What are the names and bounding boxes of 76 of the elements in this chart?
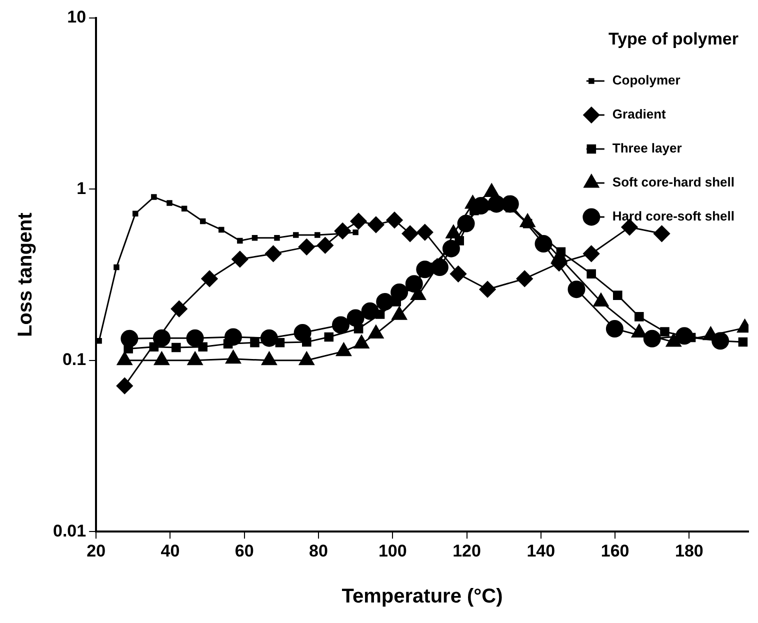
- point: [201, 270, 218, 287]
- point: [386, 212, 403, 228]
- y-tick-label: 0.1: [62, 350, 86, 370]
- x-tick-label: 120: [452, 541, 481, 560]
- point: [316, 237, 334, 254]
- point: [223, 339, 233, 348]
- point: [738, 337, 748, 347]
- point: [350, 212, 367, 230]
- point: [237, 238, 243, 244]
- x-axis-title: Temperature (°C): [342, 586, 503, 608]
- point: [402, 225, 418, 242]
- point: [660, 327, 670, 336]
- point: [450, 266, 466, 282]
- point: [375, 310, 385, 319]
- point: [324, 332, 334, 342]
- point: [200, 218, 206, 224]
- point: [172, 342, 181, 352]
- point: [586, 269, 596, 279]
- point: [454, 236, 464, 246]
- point: [166, 200, 172, 206]
- point: [293, 232, 299, 238]
- y-axis-title: Loss tangent: [14, 212, 37, 338]
- legend-label: Copolymer: [612, 72, 680, 88]
- point: [114, 264, 120, 270]
- point: [606, 320, 624, 338]
- legend-label: Gradient: [612, 106, 667, 122]
- point: [132, 210, 138, 216]
- point: [298, 238, 315, 256]
- x-tick-label: 60: [234, 541, 254, 560]
- point: [479, 281, 496, 298]
- point: [556, 247, 566, 257]
- point: [583, 245, 600, 262]
- x-tick-label: 20: [86, 541, 106, 560]
- legend-label: Soft core-hard shell: [612, 174, 734, 190]
- point: [368, 216, 384, 233]
- point: [516, 270, 533, 287]
- legend-title: Type of polymer: [608, 30, 739, 49]
- x-tick-label: 180: [675, 541, 704, 560]
- legend-label: Three layer: [612, 140, 682, 156]
- point: [354, 324, 364, 334]
- point: [568, 280, 586, 298]
- point: [198, 342, 208, 352]
- point: [124, 344, 133, 354]
- point: [332, 316, 350, 334]
- legend-label: Hard core-soft shell: [612, 208, 735, 224]
- point: [392, 297, 401, 306]
- x-tick-label: 40: [160, 541, 180, 560]
- point: [654, 225, 670, 242]
- point: [265, 245, 282, 262]
- y-tick-label: 0.01: [52, 521, 86, 540]
- point: [294, 324, 312, 342]
- point: [181, 206, 188, 212]
- point: [346, 309, 364, 327]
- point: [186, 329, 204, 347]
- point: [252, 234, 258, 241]
- y-tick-label: 1: [76, 178, 86, 198]
- point: [314, 232, 320, 238]
- x-tick-label: 100: [378, 541, 407, 560]
- point: [170, 300, 188, 318]
- point: [416, 224, 434, 241]
- point: [116, 378, 133, 394]
- point: [151, 194, 157, 200]
- point: [634, 312, 644, 322]
- point: [352, 229, 358, 236]
- point: [274, 234, 280, 241]
- point: [613, 290, 622, 300]
- point: [232, 250, 248, 268]
- y-tick-label: 10: [67, 8, 86, 27]
- x-tick-label: 80: [309, 541, 328, 560]
- point: [275, 338, 285, 348]
- point: [250, 338, 260, 348]
- point: [361, 302, 379, 320]
- point: [302, 337, 312, 347]
- point: [218, 226, 224, 233]
- x-tick-label: 160: [600, 541, 630, 560]
- x-tick-label: 140: [526, 541, 556, 560]
